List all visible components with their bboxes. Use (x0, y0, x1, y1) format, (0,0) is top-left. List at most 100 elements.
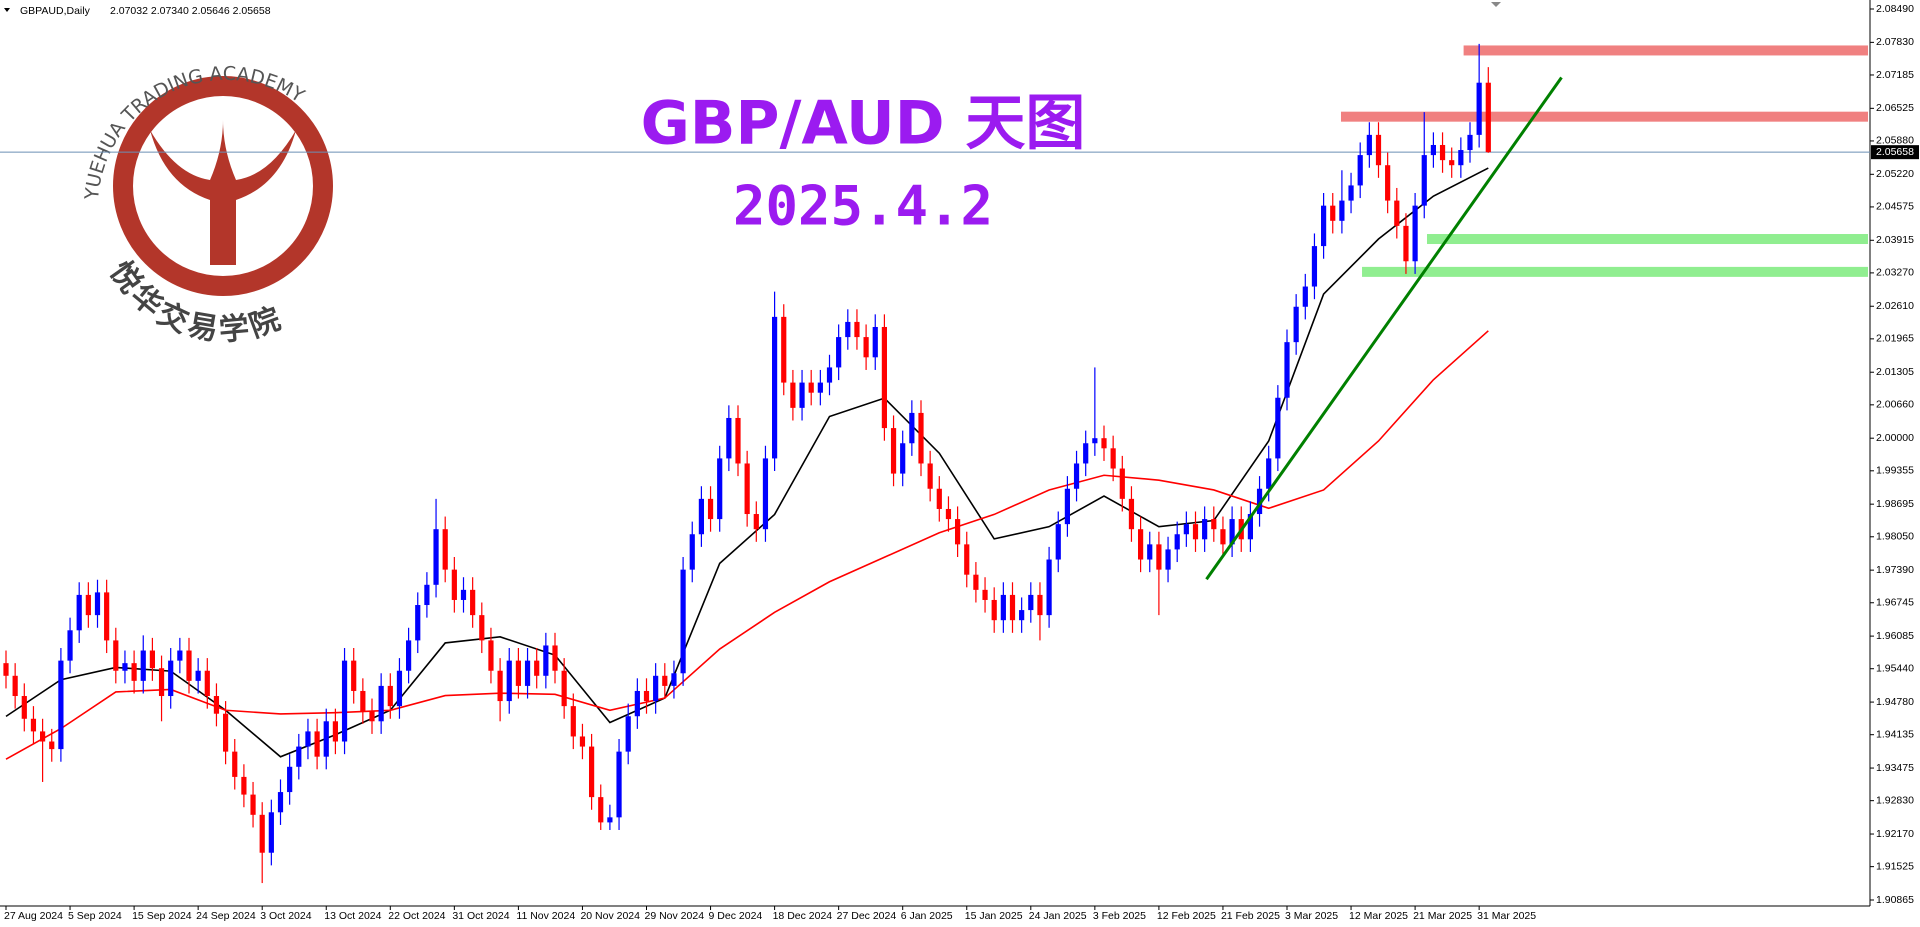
candle-body (351, 660, 357, 691)
candle-body (1055, 524, 1061, 560)
candle-body (671, 673, 677, 686)
candle-body (726, 417, 732, 459)
candle-body (113, 640, 119, 671)
candle-body (909, 412, 915, 444)
x-tick-label: 24 Sep 2024 (196, 910, 256, 922)
candle-body (1138, 529, 1144, 560)
y-tick-label: 2.02610 (1876, 300, 1914, 312)
candle-body (460, 589, 467, 600)
candle-body (1174, 534, 1180, 550)
x-tick-label: 27 Dec 2024 (837, 910, 897, 922)
candle-body (1083, 443, 1089, 464)
candle-body (836, 337, 842, 368)
moving-average (5, 167, 1489, 758)
candle-body (689, 534, 695, 570)
y-tick-label: 2.00660 (1876, 399, 1914, 411)
logo-ring (113, 76, 333, 296)
candle-body (3, 663, 9, 676)
candle-body (451, 569, 457, 600)
candle-body (131, 663, 137, 681)
candle-body (369, 711, 375, 722)
candle-body (936, 488, 942, 509)
candle-body (1156, 544, 1162, 570)
candle-body (744, 463, 750, 515)
candle-body (1028, 594, 1034, 611)
moving-average (5, 330, 1489, 760)
candle-body (305, 731, 311, 747)
logo: YUEHUA TRADING ACADEMY 悦华交易学院 (81, 63, 333, 348)
candle-body (1183, 524, 1189, 535)
candle-body (158, 668, 165, 697)
candle-body (524, 660, 531, 686)
x-tick-label: 20 Nov 2024 (580, 910, 640, 922)
candle-body (680, 569, 686, 674)
x-tick-label: 12 Mar 2025 (1349, 910, 1408, 922)
candle-body (12, 675, 18, 697)
candle-body (589, 746, 595, 798)
candle-body (781, 316, 787, 383)
x-tick-label: 6 Jan 2025 (901, 910, 953, 922)
y-tick-label: 2.07185 (1876, 69, 1914, 81)
candle-body (1266, 458, 1272, 489)
y-tick-label: 2.06525 (1876, 102, 1914, 114)
candle-body (753, 514, 759, 530)
candle-body (470, 589, 476, 616)
candle-body (1202, 519, 1208, 540)
candle-body (1128, 498, 1135, 530)
y-tick-label: 2.07830 (1876, 36, 1914, 48)
candle-body (927, 463, 933, 489)
candle-body (360, 690, 366, 712)
candle-body (1458, 150, 1464, 166)
candle-body (186, 650, 192, 681)
candle-body (863, 337, 869, 358)
candle-body (772, 316, 778, 459)
candle-body (991, 599, 997, 621)
candle-body (543, 645, 549, 676)
candle-body (1229, 519, 1235, 545)
candle-body (122, 663, 128, 671)
candle-body (149, 650, 155, 669)
candle-body (506, 660, 512, 702)
candle-body (1421, 155, 1427, 206)
candle-body (707, 498, 714, 520)
candle-body (49, 741, 55, 750)
candle-body (424, 584, 430, 606)
logo-mark (150, 120, 296, 265)
candle-body (579, 736, 586, 747)
candle-body (945, 508, 952, 520)
candle-body (287, 766, 293, 793)
x-tick-label: 31 Mar 2025 (1477, 910, 1536, 922)
plot (0, 43, 1870, 884)
zone (1362, 266, 1868, 277)
x-tick-label: 9 Dec 2024 (709, 910, 763, 922)
y-tick-label: 1.90865 (1876, 894, 1914, 906)
candle-body (1256, 488, 1263, 515)
candle-body (790, 382, 796, 408)
candle-body (717, 458, 723, 520)
candle-body (314, 731, 320, 757)
candle-body (799, 382, 805, 408)
candle-body (1476, 82, 1482, 135)
candle-body (1366, 134, 1372, 156)
candle-body (40, 731, 46, 742)
candle-body (607, 817, 613, 823)
y-tick-label: 2.00000 (1876, 432, 1914, 444)
candle-body (515, 660, 521, 686)
candle-body (1220, 529, 1226, 545)
zone (1463, 45, 1868, 56)
y-tick-label: 1.92830 (1876, 794, 1914, 806)
candle-body (1019, 610, 1025, 621)
candle-body (964, 544, 970, 575)
candle-body (534, 660, 540, 676)
y-tick-label: 2.01305 (1876, 366, 1914, 378)
candle-body (396, 670, 403, 707)
candle-body (890, 428, 897, 474)
y-tick-label: 2.03270 (1876, 267, 1914, 279)
candle-body (1092, 438, 1098, 444)
y-tick-label: 2.03915 (1876, 234, 1914, 246)
candle-body (1211, 519, 1217, 530)
candle-body (76, 594, 82, 631)
candle-body (561, 670, 567, 707)
candle-body (552, 645, 558, 671)
candle-body (296, 746, 302, 767)
